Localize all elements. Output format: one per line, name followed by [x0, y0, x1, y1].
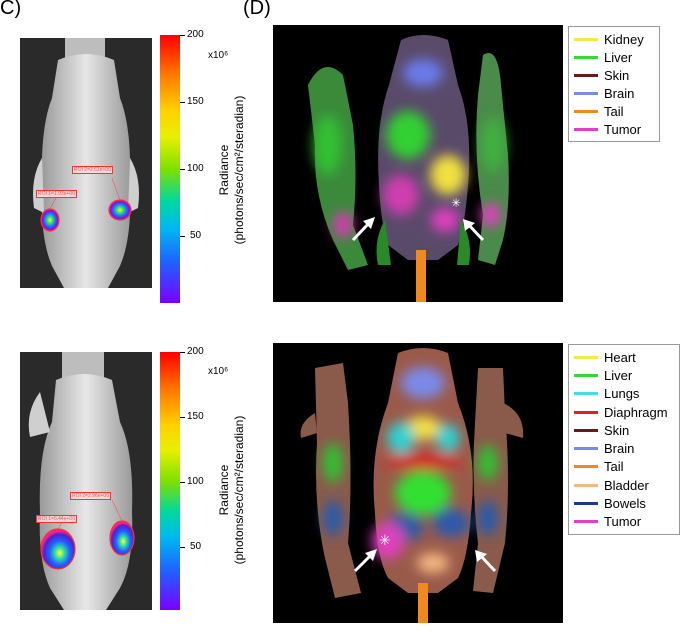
roi-label-bottom-2: ROI 2=2.96e+06 [70, 492, 111, 500]
svg-text:✳: ✳ [379, 533, 391, 549]
legend-label: Tail [604, 459, 624, 475]
legend-swatch [574, 37, 598, 41]
colorbar-bottom [160, 352, 180, 610]
legend-swatch [574, 520, 598, 524]
legend-swatch [574, 55, 598, 59]
legend-top: Kidney Liver Skin Brain Tail Tumor [568, 26, 660, 142]
legend-item-kidney: Kidney [574, 30, 654, 48]
legend-label: Tail [604, 103, 624, 119]
legend-swatch [574, 428, 598, 432]
tick-100-top: 100 [187, 163, 204, 174]
legend-item-liver: Liver [574, 48, 654, 66]
legend-label: Diaphragm [604, 404, 668, 420]
legend-label: Tumor [604, 514, 642, 530]
legend-swatch [574, 483, 598, 487]
bioluminescence-image-top: ROI 2=2.61e+06 ROI 1=1.93e+06 [20, 38, 152, 288]
legend-swatch [574, 73, 598, 77]
svg-text:✳: ✳ [451, 196, 461, 210]
legend-label: Brain [604, 441, 635, 457]
legend-item-tail: Tail [574, 102, 654, 120]
radiance-label-top: Radiance (photons/sec/cm²/steradian) [217, 95, 246, 245]
scale-unit-bottom: x10⁶ [208, 366, 229, 377]
legend-item-brain: Brain [574, 439, 674, 457]
legend-swatch [574, 447, 598, 451]
composite-image-top: ✳ [273, 25, 563, 302]
legend-item-brain: Brain [574, 84, 654, 102]
legend-label: Liver [604, 49, 633, 65]
tick-100-bottom: 100 [187, 476, 204, 487]
legend-swatch [574, 355, 598, 359]
roi-label-top-1: ROI 1=1.93e+06 [36, 190, 77, 198]
legend-swatch [574, 502, 598, 506]
colorbar-top [160, 35, 180, 303]
composite-image-bottom: ✳ [273, 343, 563, 623]
legend-label: Lungs [604, 386, 640, 402]
panel-label-d: (D) [243, 0, 271, 19]
legend-bottom: Heart Liver Lungs Diaphragm Skin Brain Tail Bla… [568, 344, 680, 535]
panel-label-c: C) [0, 0, 22, 19]
legend-label: Tumor [604, 121, 642, 137]
legend-label: Skin [604, 422, 630, 438]
tick-50-top: 50 [190, 230, 202, 241]
legend-item-tumor: Tumor [574, 120, 654, 138]
legend-label: Heart [604, 349, 636, 365]
scale-unit-top: x10⁶ [208, 50, 229, 61]
legend-item-tail: Tail [574, 458, 674, 476]
legend-swatch [574, 373, 598, 377]
tick-50-bottom: 50 [190, 541, 202, 552]
legend-label: Liver [604, 367, 633, 383]
legend-swatch [574, 410, 598, 414]
legend-swatch [574, 127, 598, 131]
legend-item-bowels: Bowels [574, 494, 674, 512]
tick-150-bottom: 150 [187, 411, 204, 422]
legend-item-tumor: Tumor [574, 513, 674, 531]
tick-200-bottom: 200 [187, 346, 204, 357]
tick-150-top: 150 [187, 96, 204, 107]
legend-swatch [574, 91, 598, 95]
legend-label: Skin [604, 67, 630, 83]
legend-label: Kidney [604, 31, 644, 47]
legend-label: Bowels [604, 496, 646, 512]
legend-item-skin: Skin [574, 421, 674, 439]
roi-label-bottom-1: ROI 1=5.44e+06 [36, 515, 77, 523]
legend-swatch [574, 392, 598, 396]
legend-item-heart: Heart [574, 348, 674, 366]
radiance-label-bottom: Radiance (photons/sec/cm²/steradian) [217, 415, 246, 565]
legend-item-bladder: Bladder [574, 476, 674, 494]
legend-item-skin: Skin [574, 66, 654, 84]
legend-label: Bladder [604, 477, 649, 493]
legend-item-lungs: Lungs [574, 385, 674, 403]
legend-item-diaphragm: Diaphragm [574, 403, 674, 421]
legend-swatch [574, 465, 598, 469]
tick-200-top: 200 [187, 29, 204, 40]
legend-item-liver: Liver [574, 366, 674, 384]
legend-swatch [574, 109, 598, 113]
legend-label: Brain [604, 85, 635, 101]
roi-label-top-2: ROI 2=2.61e+06 [72, 166, 113, 174]
bioluminescence-image-bottom: ROI 2=2.96e+06 ROI 1=5.44e+06 [20, 352, 152, 610]
